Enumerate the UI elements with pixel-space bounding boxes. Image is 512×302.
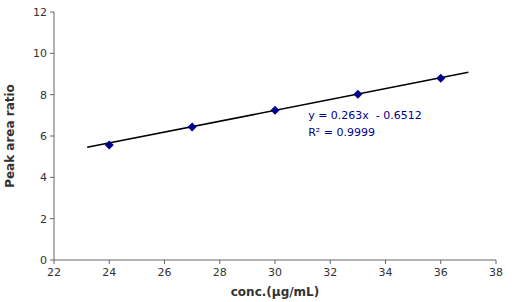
- x-tick: [440, 260, 441, 264]
- data-point: [188, 122, 197, 131]
- y-tick-label: 10: [33, 47, 47, 60]
- y-tick: [50, 260, 54, 261]
- x-tick: [275, 260, 276, 264]
- x-tick: [54, 260, 55, 264]
- y-tick-label: 12: [33, 6, 47, 19]
- data-point: [271, 106, 280, 115]
- x-tick-label: 36: [434, 266, 448, 279]
- x-tick-label: 24: [102, 266, 116, 279]
- y-tick: [50, 177, 54, 178]
- y-tick: [50, 218, 54, 219]
- x-tick-label: 34: [379, 266, 393, 279]
- y-tick-label: 2: [40, 213, 47, 226]
- y-tick: [50, 94, 54, 95]
- x-tick-label: 22: [47, 266, 61, 279]
- x-tick: [496, 260, 497, 264]
- y-tick: [50, 12, 54, 13]
- x-tick: [164, 260, 165, 264]
- x-axis-label: conc.(μg/mL): [231, 285, 320, 299]
- x-tick: [385, 260, 386, 264]
- x-tick-label: 28: [213, 266, 227, 279]
- y-axis-label: Peak area ratio: [3, 84, 17, 188]
- x-tick-label: 30: [268, 266, 282, 279]
- x-tick-label: 38: [489, 266, 503, 279]
- y-tick-label: 6: [40, 130, 47, 143]
- x-tick: [109, 260, 110, 264]
- x-tick-label: 26: [158, 266, 172, 279]
- y-tick: [50, 53, 54, 54]
- y-tick-label: 0: [40, 254, 47, 267]
- y-tick-label: 4: [40, 171, 47, 184]
- x-tick: [219, 260, 220, 264]
- y-tick: [50, 136, 54, 137]
- annotation: y = 0.263x - 0.6512: [308, 109, 422, 122]
- x-tick: [330, 260, 331, 264]
- plot-area: [87, 72, 468, 149]
- annotation: R² = 0.9999: [308, 126, 375, 139]
- regression-line: [87, 72, 468, 147]
- chart: 222426283032343638024681012conc.(μg/mL)P…: [0, 0, 512, 302]
- data-point: [353, 90, 362, 99]
- y-tick-label: 8: [40, 89, 47, 102]
- x-tick-label: 32: [323, 266, 337, 279]
- data-point: [105, 140, 114, 149]
- data-point: [436, 74, 445, 83]
